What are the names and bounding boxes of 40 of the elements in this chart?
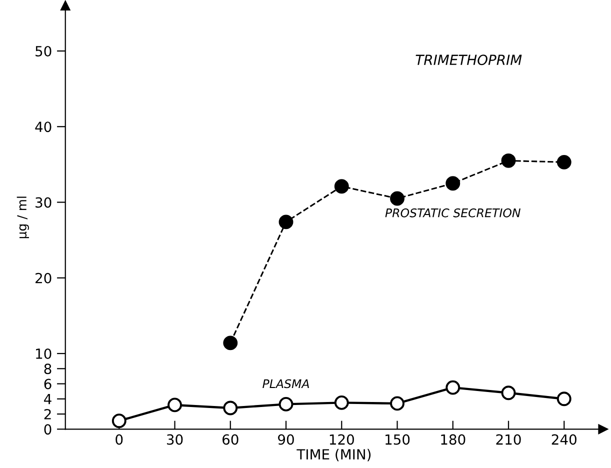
- point: [278, 214, 294, 230]
- y-tick-label: 20: [36, 272, 52, 284]
- point: [278, 396, 294, 412]
- y-tick-label: 10: [36, 348, 52, 359]
- y-tick-label: 50: [36, 46, 52, 56]
- y-tick-label: 6: [44, 378, 52, 390]
- y-tick-label: 30: [36, 197, 52, 208]
- point: [446, 380, 460, 395]
- y-tick-label: 0: [44, 424, 52, 435]
- x-tick-label: 90: [278, 434, 294, 445]
- point: [390, 396, 404, 411]
- x-tick-label: 180: [441, 434, 466, 445]
- y-axis-title: μg / ml: [16, 196, 29, 238]
- series-label: PROSTATIC SECRETION: [385, 208, 520, 218]
- series-label: PLASMA: [262, 379, 309, 388]
- point: [334, 395, 349, 410]
- point: [501, 386, 516, 400]
- x-tick-label: 240: [552, 434, 576, 445]
- x-tick-label: 30: [166, 434, 183, 445]
- point: [334, 179, 349, 194]
- x-tick-label: 150: [386, 434, 410, 445]
- y-tick-label: 4: [44, 394, 52, 404]
- x-tick-label: 120: [330, 434, 354, 445]
- point: [112, 414, 126, 428]
- point: [390, 191, 404, 206]
- point: [556, 154, 572, 170]
- y-tick-label: 2: [44, 409, 51, 420]
- point: [168, 398, 182, 412]
- y-tick-label: 8: [44, 364, 52, 374]
- x-tick-label: 60: [222, 434, 238, 445]
- x-tick-label: 0: [116, 434, 123, 445]
- point: [556, 392, 572, 406]
- text: TRIMETHOPRIM: [416, 54, 522, 66]
- x-tick-label: 210: [496, 434, 521, 445]
- point: [223, 400, 238, 416]
- x-axis-title: TIME (MIN): [296, 448, 371, 462]
- point: [501, 153, 516, 168]
- point: [223, 336, 238, 350]
- point: [446, 176, 460, 191]
- y-tick-label: 40: [35, 122, 52, 132]
